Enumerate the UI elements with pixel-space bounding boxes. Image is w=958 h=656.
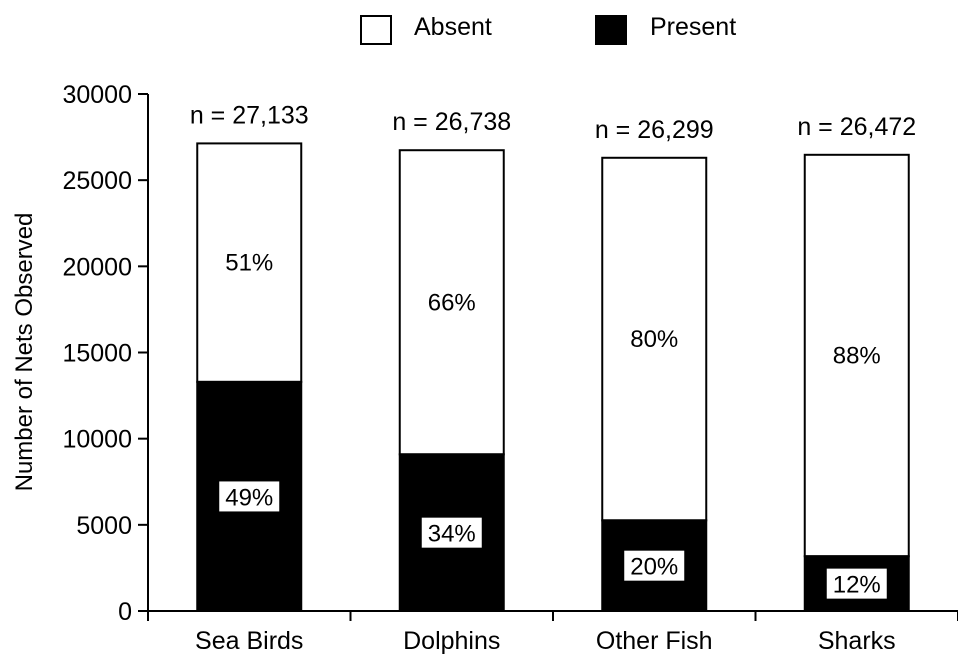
present-percent-box xyxy=(219,481,280,512)
y-tick-label: 10000 xyxy=(62,426,132,454)
absent-percent-label: 88% xyxy=(833,343,881,370)
y-tick-label: 30000 xyxy=(62,81,132,109)
legend-label-absent: Absent xyxy=(414,13,492,41)
absent-percent-label: 51% xyxy=(225,250,273,277)
total-n-label: n = 27,133 xyxy=(190,101,309,129)
absent-percent-label: 80% xyxy=(630,326,678,353)
total-n-label: n = 26,472 xyxy=(797,113,916,141)
present-percent-box xyxy=(826,568,887,599)
present-percent-box xyxy=(624,550,685,581)
x-category-label: Sharks xyxy=(818,627,896,655)
x-ticks xyxy=(147,611,958,621)
bar-labels: Sea Birds n = 27,133 51% 49% Dolphins n = 26,… xyxy=(190,101,916,655)
legend-swatch-present xyxy=(595,15,627,45)
bar-absent-other-fish xyxy=(601,156,708,522)
present-percent-label: 12% xyxy=(833,572,881,599)
bar-absent-sea-birds xyxy=(196,142,303,383)
legend-label-present: Present xyxy=(650,13,736,41)
x-category-label: Other Fish xyxy=(596,627,713,655)
y-tick-label: 15000 xyxy=(62,340,132,368)
x-category-label: Dolphins xyxy=(403,627,500,655)
y-tick-label: 5000 xyxy=(76,512,132,540)
present-percent-label: 34% xyxy=(428,521,476,548)
legend-swatch-absent xyxy=(360,15,392,45)
present-percent-box xyxy=(421,517,482,548)
legend: Absent Present xyxy=(360,13,736,45)
y-tick-label: 0 xyxy=(118,598,132,626)
y-axis-title: Number of Nets Observed xyxy=(11,213,38,492)
total-n-label: n = 26,299 xyxy=(595,116,714,144)
bar-absent-sharks xyxy=(803,153,910,558)
bars xyxy=(196,142,910,613)
total-n-label: n = 26,738 xyxy=(392,108,511,136)
bar-absent-dolphins xyxy=(398,149,505,456)
y-tick-label: 20000 xyxy=(62,253,132,281)
y-ticks: 0 5000 10000 15000 20000 25000 30000 xyxy=(62,81,148,626)
present-percent-label: 20% xyxy=(630,554,678,581)
y-tick-label: 25000 xyxy=(62,167,132,195)
absent-percent-label: 66% xyxy=(428,289,476,316)
present-percent-label: 49% xyxy=(225,484,273,511)
x-category-label: Sea Birds xyxy=(195,627,303,655)
